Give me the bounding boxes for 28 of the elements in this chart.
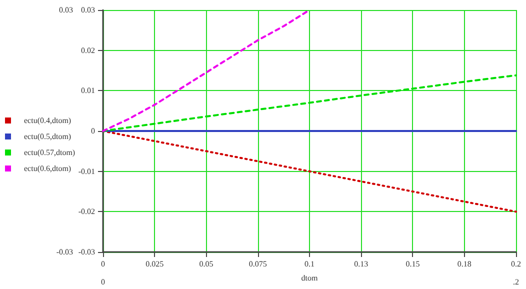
- x-tick-label: 0.15: [406, 260, 420, 268]
- line-series: [102, 9, 310, 132]
- x-tick-label: 0.2: [511, 260, 521, 268]
- x-axis-title: dtom: [301, 274, 318, 282]
- x2-tick-label: .2: [513, 278, 519, 286]
- legend-label: ectu(0.57,dtom): [24, 148, 76, 157]
- y2-tick-label: 0.03: [59, 6, 73, 14]
- x-tick-label: 0.13: [354, 260, 368, 268]
- y-tick-label: -0.02: [78, 207, 95, 216]
- y-tick-label: 0: [91, 126, 95, 136]
- y2-tick-label: -0.03: [56, 248, 73, 256]
- legend-label: ectu(0.5,dtom): [24, 132, 72, 141]
- legend-label: ectu(0.4,dtom): [24, 116, 72, 125]
- y-tick-label: 0.02: [81, 46, 95, 55]
- x-tick-label: 0.075: [248, 260, 267, 268]
- y-tick-label: -0.03: [78, 248, 95, 256]
- x-tick-label: 0.18: [457, 260, 472, 268]
- x-tick-label: 0: [101, 260, 105, 268]
- line-series: [102, 74, 517, 132]
- x-tick-label: 0.025: [146, 260, 164, 268]
- legend-label: ectu(0.6,dtom): [24, 164, 72, 173]
- x2-tick-label: 0: [101, 278, 105, 286]
- x-tick-label: 0.05: [199, 260, 214, 268]
- x-tick-label: 0.1: [304, 260, 314, 268]
- y-tick-label: -0.01: [78, 166, 95, 176]
- y-tick-label: 0.01: [81, 86, 95, 96]
- line-series: [102, 130, 517, 213]
- y-tick-label: 0.03: [81, 6, 95, 14]
